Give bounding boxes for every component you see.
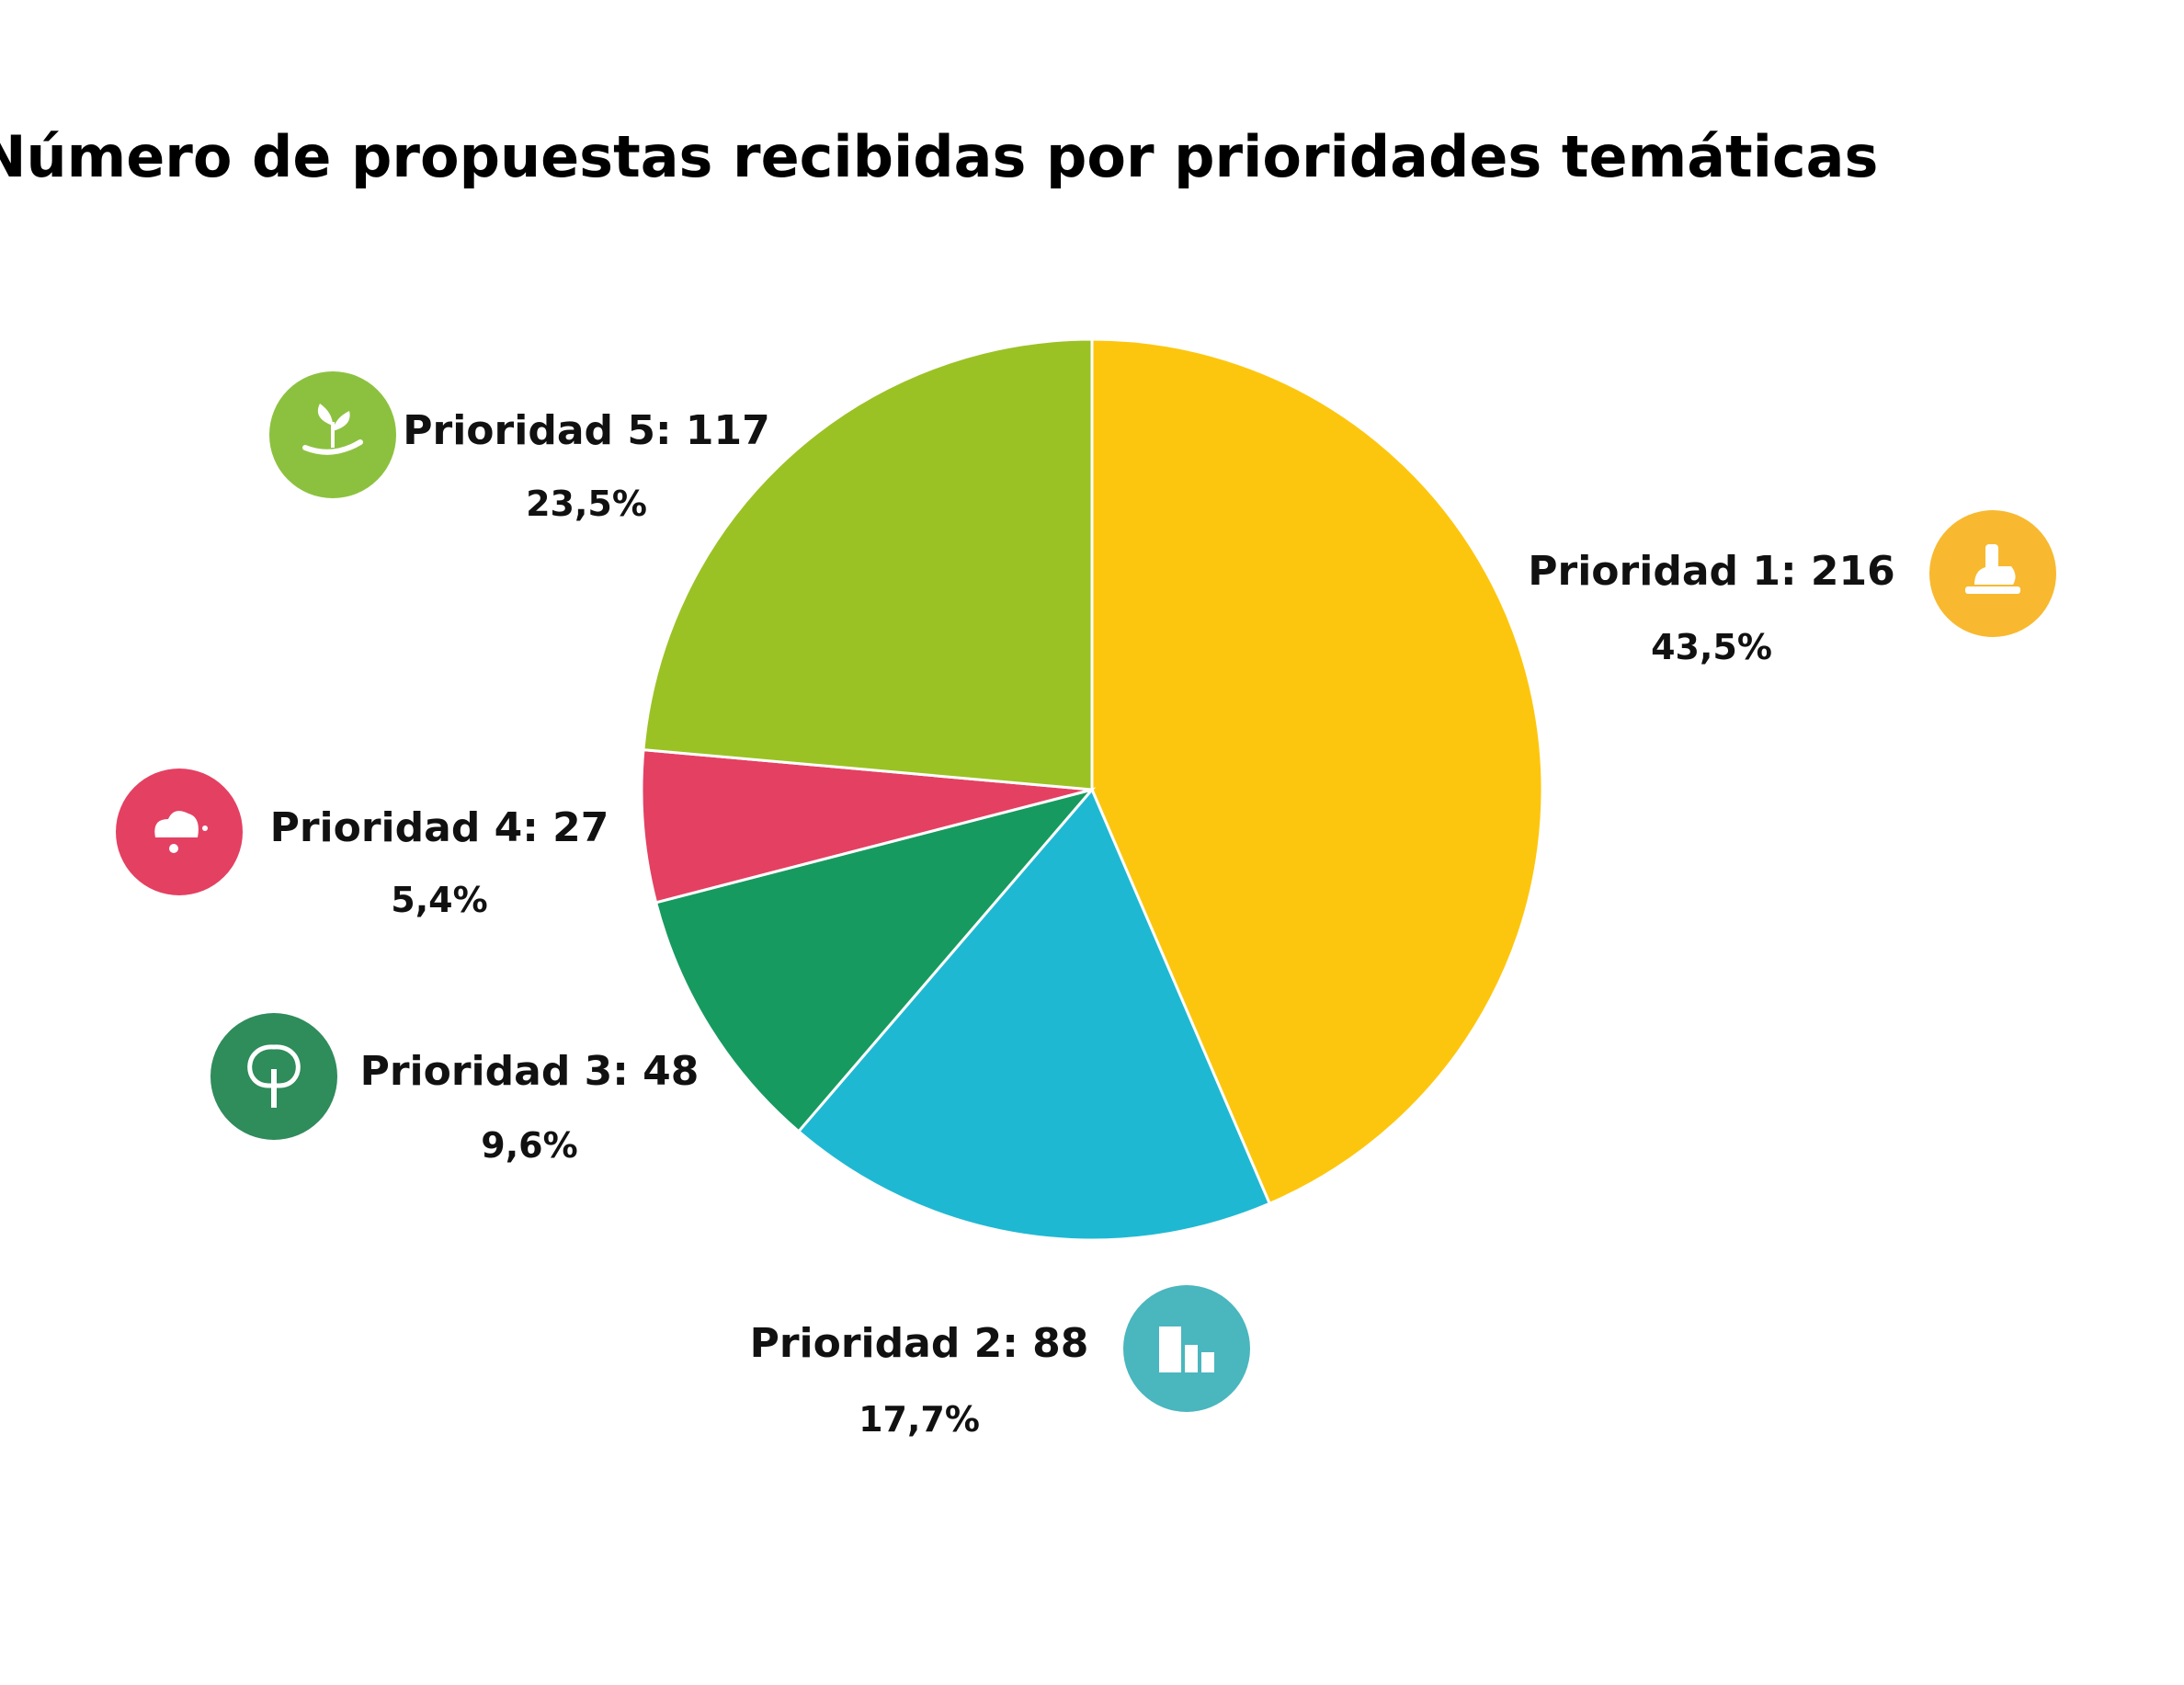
tree-icon [210, 1013, 337, 1140]
rain-drop [169, 844, 178, 853]
slice-percent-prioridad-4: 5,4% [391, 880, 487, 920]
plant-stem [331, 422, 335, 448]
pie-slices [640, 337, 1544, 1242]
pie-slice-prioridad-1 [1090, 337, 1544, 1206]
slice-label-prioridad-4: Prioridad 4: 27 [270, 804, 609, 851]
hand-shape [302, 439, 363, 455]
building-small [1201, 1352, 1214, 1372]
cloud-rain-sun-icon [116, 768, 243, 895]
slice-percent-prioridad-2: 17,7% [859, 1399, 980, 1440]
buildings-icon [1123, 1285, 1250, 1412]
cloud-shape [154, 811, 199, 837]
chart-title: Número de propuestas recibidas por prior… [0, 123, 1878, 190]
plant-leaf-left [317, 404, 333, 426]
microscope-icon [1929, 510, 2056, 637]
slice-percent-prioridad-3: 9,6% [481, 1125, 577, 1166]
sun-dot [202, 825, 208, 831]
building-tall [1159, 1326, 1181, 1372]
building-mid [1185, 1345, 1198, 1372]
slice-label-prioridad-5: Prioridad 5: 117 [403, 407, 769, 454]
pie-slice-prioridad-4 [640, 747, 1093, 905]
slice-label-prioridad-1: Prioridad 1: 216 [1528, 548, 1894, 595]
slice-callouts: Prioridad 1: 216 43,5% Prioridad 2: 88 17,7… [116, 371, 2056, 1440]
tree-trunk [271, 1069, 277, 1108]
pie-slice-prioridad-5 [642, 337, 1094, 791]
slice-label-prioridad-3: Prioridad 3: 48 [360, 1048, 700, 1095]
slice-percent-prioridad-5: 23,5% [526, 484, 647, 524]
microscope-base [1965, 586, 2020, 594]
plant-hand-icon [269, 371, 396, 498]
microscope-arm [1974, 566, 2016, 585]
pie-slice-prioridad-2 [796, 787, 1272, 1242]
plant-leaf-right [333, 411, 350, 431]
slice-percent-prioridad-1: 43,5% [1651, 627, 1772, 667]
slice-label-prioridad-2: Prioridad 2: 88 [750, 1320, 1089, 1367]
